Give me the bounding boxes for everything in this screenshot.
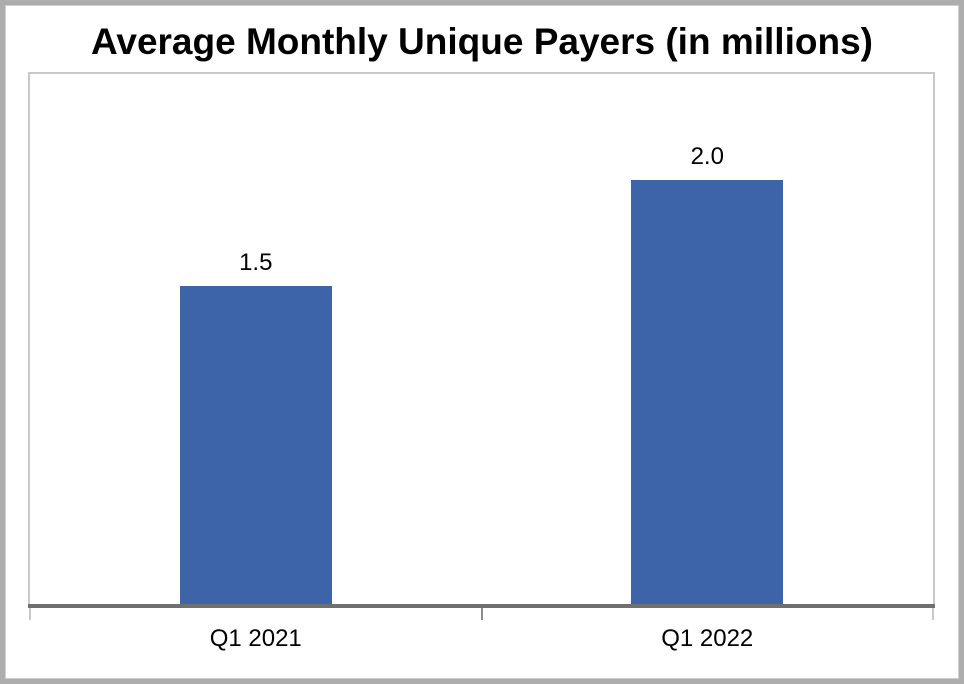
- x-axis-tick: [932, 608, 934, 620]
- bar-q1-2021: [179, 286, 332, 604]
- bar-value-label: 1.5: [239, 249, 273, 276]
- chart-title: Average Monthly Unique Payers (in millio…: [91, 21, 873, 62]
- x-axis-category-label: Q1 2022: [661, 625, 754, 652]
- x-axis-line: [28, 604, 935, 608]
- x-axis-tick: [29, 608, 31, 620]
- bar-value-label: 2.0: [690, 143, 724, 170]
- bar-q1-2022: [631, 180, 784, 604]
- x-axis-tick: [480, 608, 483, 620]
- plot-area: [28, 72, 935, 604]
- x-axis-category-label: Q1 2021: [209, 625, 302, 652]
